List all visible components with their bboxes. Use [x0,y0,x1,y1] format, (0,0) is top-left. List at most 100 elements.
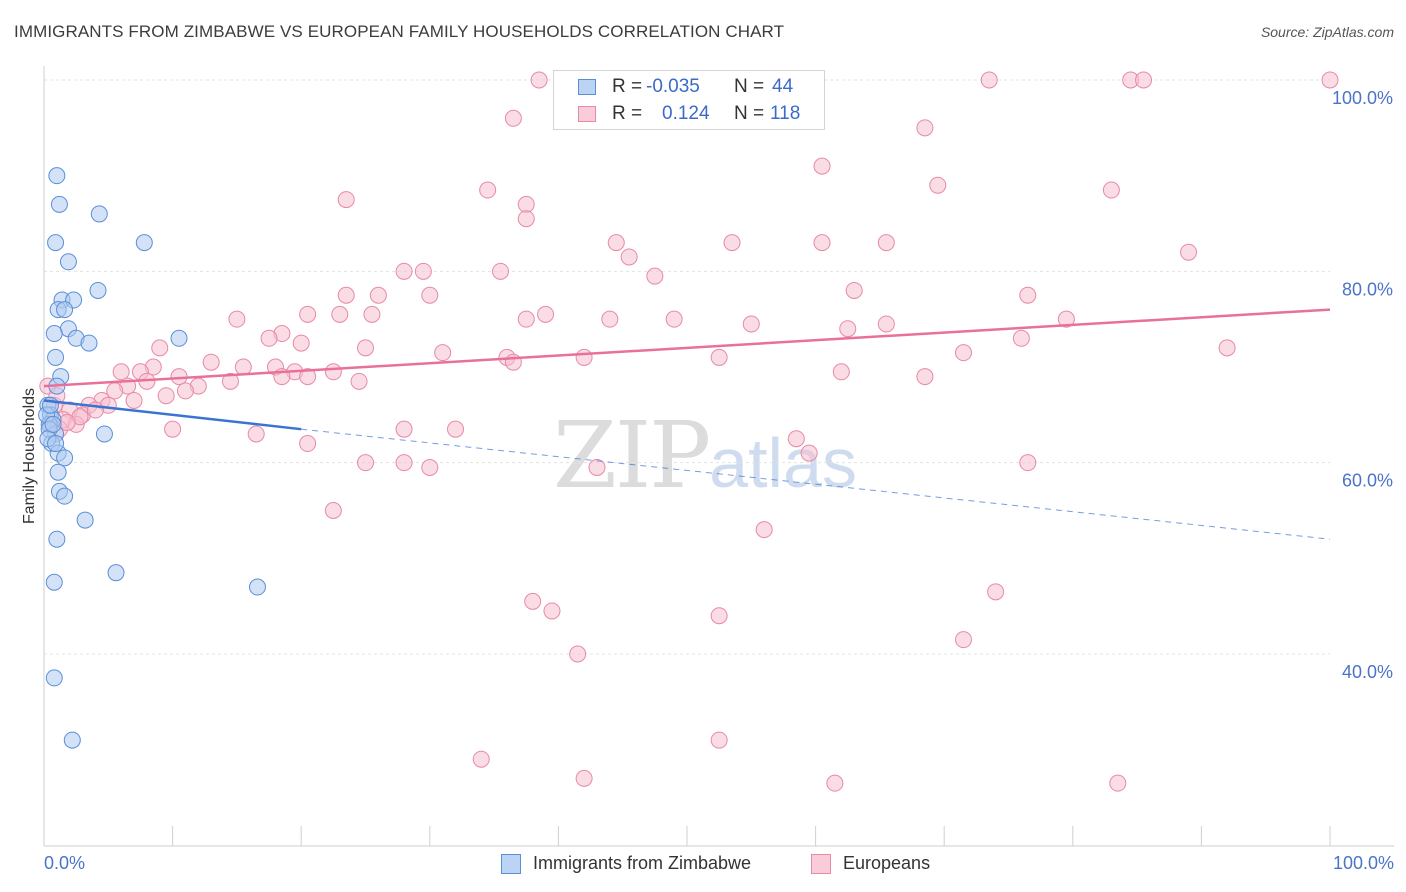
point-europeans [125,391,143,409]
point-europeans [575,348,593,366]
point-europeans [569,645,587,663]
legend-r-value: -0.035 [646,76,700,97]
series-zimbabwe [38,167,266,749]
axis-labels: 40.0% 60.0% 80.0% 100.0% 0.0% 100.0% Family Ho… [21,88,1394,873]
point-europeans [157,387,175,405]
point-zimbabwe [48,530,66,548]
point-zimbabwe [56,301,74,319]
y-tick-label: 80.0% [1342,279,1393,299]
point-europeans [800,444,818,462]
legend-swatch-blue [501,854,521,874]
point-zimbabwe [56,449,74,467]
point-europeans [299,435,317,453]
point-europeans [916,368,934,386]
point-europeans [228,310,246,328]
point-europeans [176,382,194,400]
legend-label: Europeans [843,853,931,873]
point-europeans [826,774,844,792]
legend-n-value: 118 [770,103,801,124]
y-tick-label: 100.0% [1332,88,1393,108]
point-europeans [357,339,374,357]
y-tick-label: 60.0% [1342,471,1393,491]
legend-swatch-pink [811,854,831,874]
point-zimbabwe [170,329,188,347]
x-tick-label: 100.0% [1333,853,1394,873]
point-europeans [832,363,850,381]
point-europeans [492,262,510,280]
point-europeans [395,454,413,472]
point-zimbabwe [135,234,153,252]
point-europeans [337,286,355,304]
point-europeans [845,281,863,299]
point-zimbabwe [45,573,63,591]
point-europeans [980,71,998,89]
point-europeans [260,329,278,347]
legend-r-value: 0.124 [662,103,710,124]
point-europeans [877,315,895,333]
point-europeans [524,592,542,610]
series-europeans [39,71,1339,792]
point-europeans [916,119,934,137]
trend-zimbabwe-solid [43,399,302,431]
point-europeans [324,502,342,519]
point-zimbabwe [44,415,62,433]
point-europeans [710,731,728,749]
point-europeans [710,348,728,366]
y-axis-title: Family Households [21,388,38,524]
point-europeans [710,607,728,625]
point-europeans [742,315,760,333]
point-zimbabwe [47,435,65,453]
point-europeans [421,286,439,304]
trend-zimbabwe-dashed [301,428,1331,540]
point-europeans [954,344,972,362]
point-europeans [350,372,368,390]
point-zimbabwe [90,205,108,223]
legend-r-label: R = [612,76,643,97]
point-zimbabwe [248,578,266,596]
point-europeans [543,602,561,620]
point-europeans [292,334,310,352]
point-europeans [1019,286,1037,304]
point-europeans [723,234,741,252]
point-europeans [954,631,972,649]
point-europeans [1180,243,1198,261]
point-europeans [472,750,490,768]
legend-row-zimbabwe: R = -0.035 N = 44 [554,74,824,100]
point-zimbabwe [56,487,74,505]
y-tick-label: 40.0% [1342,662,1393,682]
point-europeans [395,420,413,438]
point-europeans [601,310,619,328]
legend-row-europeans: R = 0.124 N = 118 [554,101,824,127]
point-zimbabwe [80,334,98,352]
trend-lines [43,308,1331,540]
legend-n-label: N = [734,76,765,97]
point-zimbabwe [89,281,107,299]
point-europeans [234,358,252,376]
point-europeans [1135,71,1153,89]
legend-swatch-blue [578,79,596,95]
point-europeans [331,305,349,323]
source-credit: Source: ZipAtlas.com [1260,24,1394,40]
point-europeans [665,310,683,328]
point-europeans [247,425,265,443]
point-europeans [164,420,182,438]
point-europeans [646,267,664,285]
point-europeans [575,769,593,787]
legend-r-label: R = [612,103,643,124]
point-europeans [517,210,535,228]
point-zimbabwe [45,325,63,343]
point-europeans [755,521,773,539]
point-europeans [537,305,555,323]
point-europeans [504,109,522,127]
point-europeans [299,305,317,323]
legend-swatch-pink [578,106,596,122]
point-europeans [112,363,130,381]
point-zimbabwe [47,234,65,252]
point-zimbabwe [50,195,68,213]
point-zimbabwe [47,348,65,366]
point-europeans [517,195,535,213]
point-zimbabwe [76,511,94,529]
point-europeans [202,353,220,371]
point-europeans [1102,181,1120,199]
point-zimbabwe [63,731,81,749]
